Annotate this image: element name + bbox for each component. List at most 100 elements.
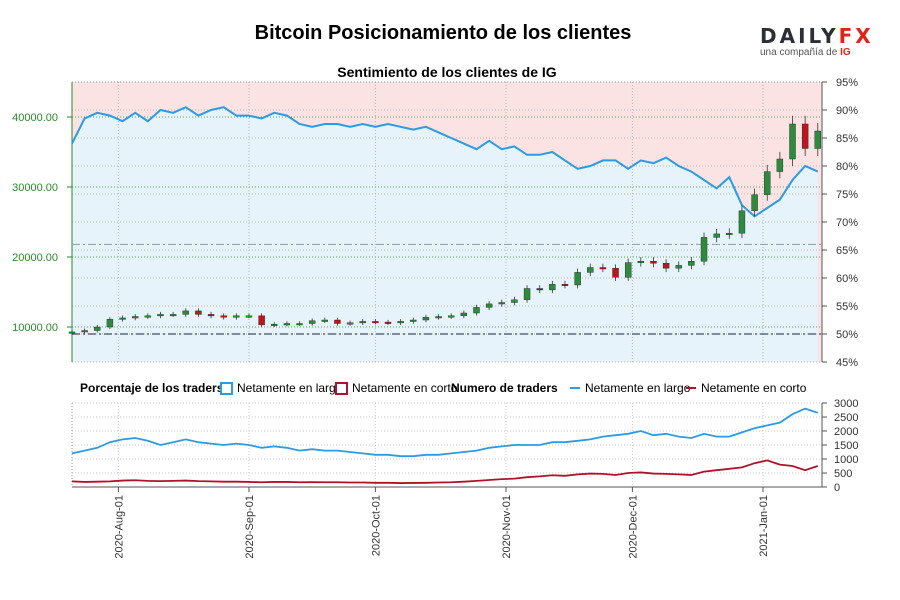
logo-prefix: DAILY bbox=[760, 24, 839, 48]
legend-pct-short-text: Netamente en corto bbox=[352, 381, 458, 395]
pct-tick-label: 45% bbox=[836, 357, 858, 369]
date-tick-label: 2020-Dec-01 bbox=[627, 495, 639, 559]
candle-body bbox=[612, 268, 619, 278]
candle-body bbox=[321, 319, 329, 322]
candle-body bbox=[207, 314, 215, 317]
count-tick-label: 1500 bbox=[834, 440, 858, 452]
pct-tick-label: 70% bbox=[836, 217, 858, 229]
candle-body bbox=[738, 210, 746, 234]
candle-body bbox=[195, 310, 202, 315]
candle-body bbox=[271, 324, 278, 326]
candle-body bbox=[283, 323, 291, 326]
candle-body bbox=[587, 267, 594, 273]
pct-tick-label: 60% bbox=[836, 273, 858, 285]
candle-body bbox=[144, 315, 152, 318]
candle-body bbox=[536, 288, 543, 291]
candle-body bbox=[688, 261, 695, 266]
candle-body bbox=[397, 321, 404, 324]
candle-body bbox=[814, 130, 821, 149]
legend-num-long-swatch bbox=[570, 387, 580, 389]
count-tick-label: 2000 bbox=[834, 426, 858, 438]
candle-body bbox=[308, 320, 316, 324]
candle-body bbox=[624, 262, 632, 278]
candle-body bbox=[296, 323, 303, 326]
chart-title: Bitcoin Posicionamiento de los clientes bbox=[254, 22, 632, 44]
legend-pct-long-text: Netamente en largo bbox=[237, 381, 343, 395]
candle-body bbox=[384, 321, 392, 324]
pct-tick-label: 85% bbox=[836, 133, 858, 145]
price-tick-label: 10000.00 bbox=[12, 322, 58, 334]
logo-suffix: FX bbox=[838, 24, 874, 48]
legend-num-short: Netamente en corto bbox=[686, 380, 806, 396]
candle-body bbox=[448, 315, 455, 318]
count-tick-label: 3000 bbox=[834, 398, 858, 410]
net-long-count-line bbox=[71, 407, 819, 458]
candle-body bbox=[789, 123, 796, 160]
count-tick-label: 500 bbox=[834, 468, 852, 480]
candle-body bbox=[473, 307, 480, 314]
pct-tick-label: 80% bbox=[836, 161, 858, 173]
candle-body bbox=[485, 303, 493, 308]
candle-body bbox=[119, 317, 126, 320]
candle-body bbox=[599, 267, 607, 270]
candle-body bbox=[751, 194, 758, 211]
candle-body bbox=[726, 232, 733, 235]
candle-body bbox=[182, 310, 189, 315]
legend-num-title: Numero de traders bbox=[451, 380, 558, 396]
date-tick-label: 2020-Sep-01 bbox=[244, 495, 256, 559]
long-region bbox=[72, 107, 818, 362]
price-tick-label: 30000.00 bbox=[12, 182, 58, 194]
logo-tagline-brand: IG bbox=[840, 47, 851, 58]
legend-num-short-text: Netamente en corto bbox=[701, 381, 807, 395]
candle-body bbox=[561, 284, 569, 286]
candle-body bbox=[700, 237, 708, 262]
legend-pct-short-swatch bbox=[335, 381, 348, 395]
candle-body bbox=[233, 315, 240, 318]
price-tick-label: 40000.00 bbox=[12, 112, 58, 124]
legend-num-title-text: Numero de traders bbox=[451, 381, 558, 395]
legend-num-long: Netamente en largo bbox=[570, 380, 690, 396]
candle-body bbox=[94, 326, 101, 331]
candle-body bbox=[662, 263, 670, 269]
candle-body bbox=[346, 322, 354, 325]
candle-body bbox=[498, 302, 505, 305]
pct-tick-label: 75% bbox=[836, 189, 858, 201]
candle-body bbox=[511, 299, 518, 303]
candle-body bbox=[675, 265, 682, 269]
candle-body bbox=[637, 261, 645, 263]
date-tick-label: 2021-Jan-01 bbox=[758, 495, 770, 557]
date-tick-label: 2020-Nov-01 bbox=[501, 495, 513, 559]
pct-tick-label: 90% bbox=[836, 105, 858, 117]
legend-pct-long-swatch bbox=[220, 381, 233, 395]
pct-tick-label: 50% bbox=[836, 329, 858, 341]
legend-pct-title-text: Porcentaje de los traders bbox=[80, 381, 224, 395]
legend-pct-title: Porcentaje de los traders bbox=[80, 380, 223, 396]
count-tick-label: 1000 bbox=[834, 454, 858, 466]
candle-body bbox=[549, 284, 556, 291]
pct-tick-label: 95% bbox=[836, 77, 858, 89]
candle-body bbox=[359, 321, 366, 324]
count-tick-label: 2500 bbox=[834, 412, 858, 424]
legend-pct-short: Netamente en corto bbox=[335, 380, 457, 396]
legend-num-short-swatch bbox=[686, 387, 696, 389]
date-tick-label: 2020-Aug-01 bbox=[113, 495, 125, 559]
candle-body bbox=[435, 316, 442, 319]
candle-body bbox=[68, 331, 76, 334]
candle-body bbox=[334, 319, 341, 324]
candle-body bbox=[410, 319, 417, 322]
candle-body bbox=[258, 315, 265, 326]
logo-wordmark: DAILYFX bbox=[760, 24, 871, 48]
net-long-pct-line bbox=[71, 106, 819, 218]
pct-tick-label: 65% bbox=[836, 245, 858, 257]
candle-body bbox=[220, 315, 227, 318]
candle-body bbox=[523, 288, 531, 300]
candle-body bbox=[422, 317, 430, 321]
legend-pct-long: Netamente en largo bbox=[220, 380, 342, 396]
candle-body bbox=[106, 319, 114, 328]
candle-body bbox=[650, 261, 657, 264]
count-tick-label: 0 bbox=[834, 482, 840, 494]
chart-subtitle: Sentimiento de los clientes de IG bbox=[337, 64, 557, 80]
candle-body bbox=[574, 272, 581, 286]
legend-num-long-text: Netamente en largo bbox=[585, 381, 691, 395]
